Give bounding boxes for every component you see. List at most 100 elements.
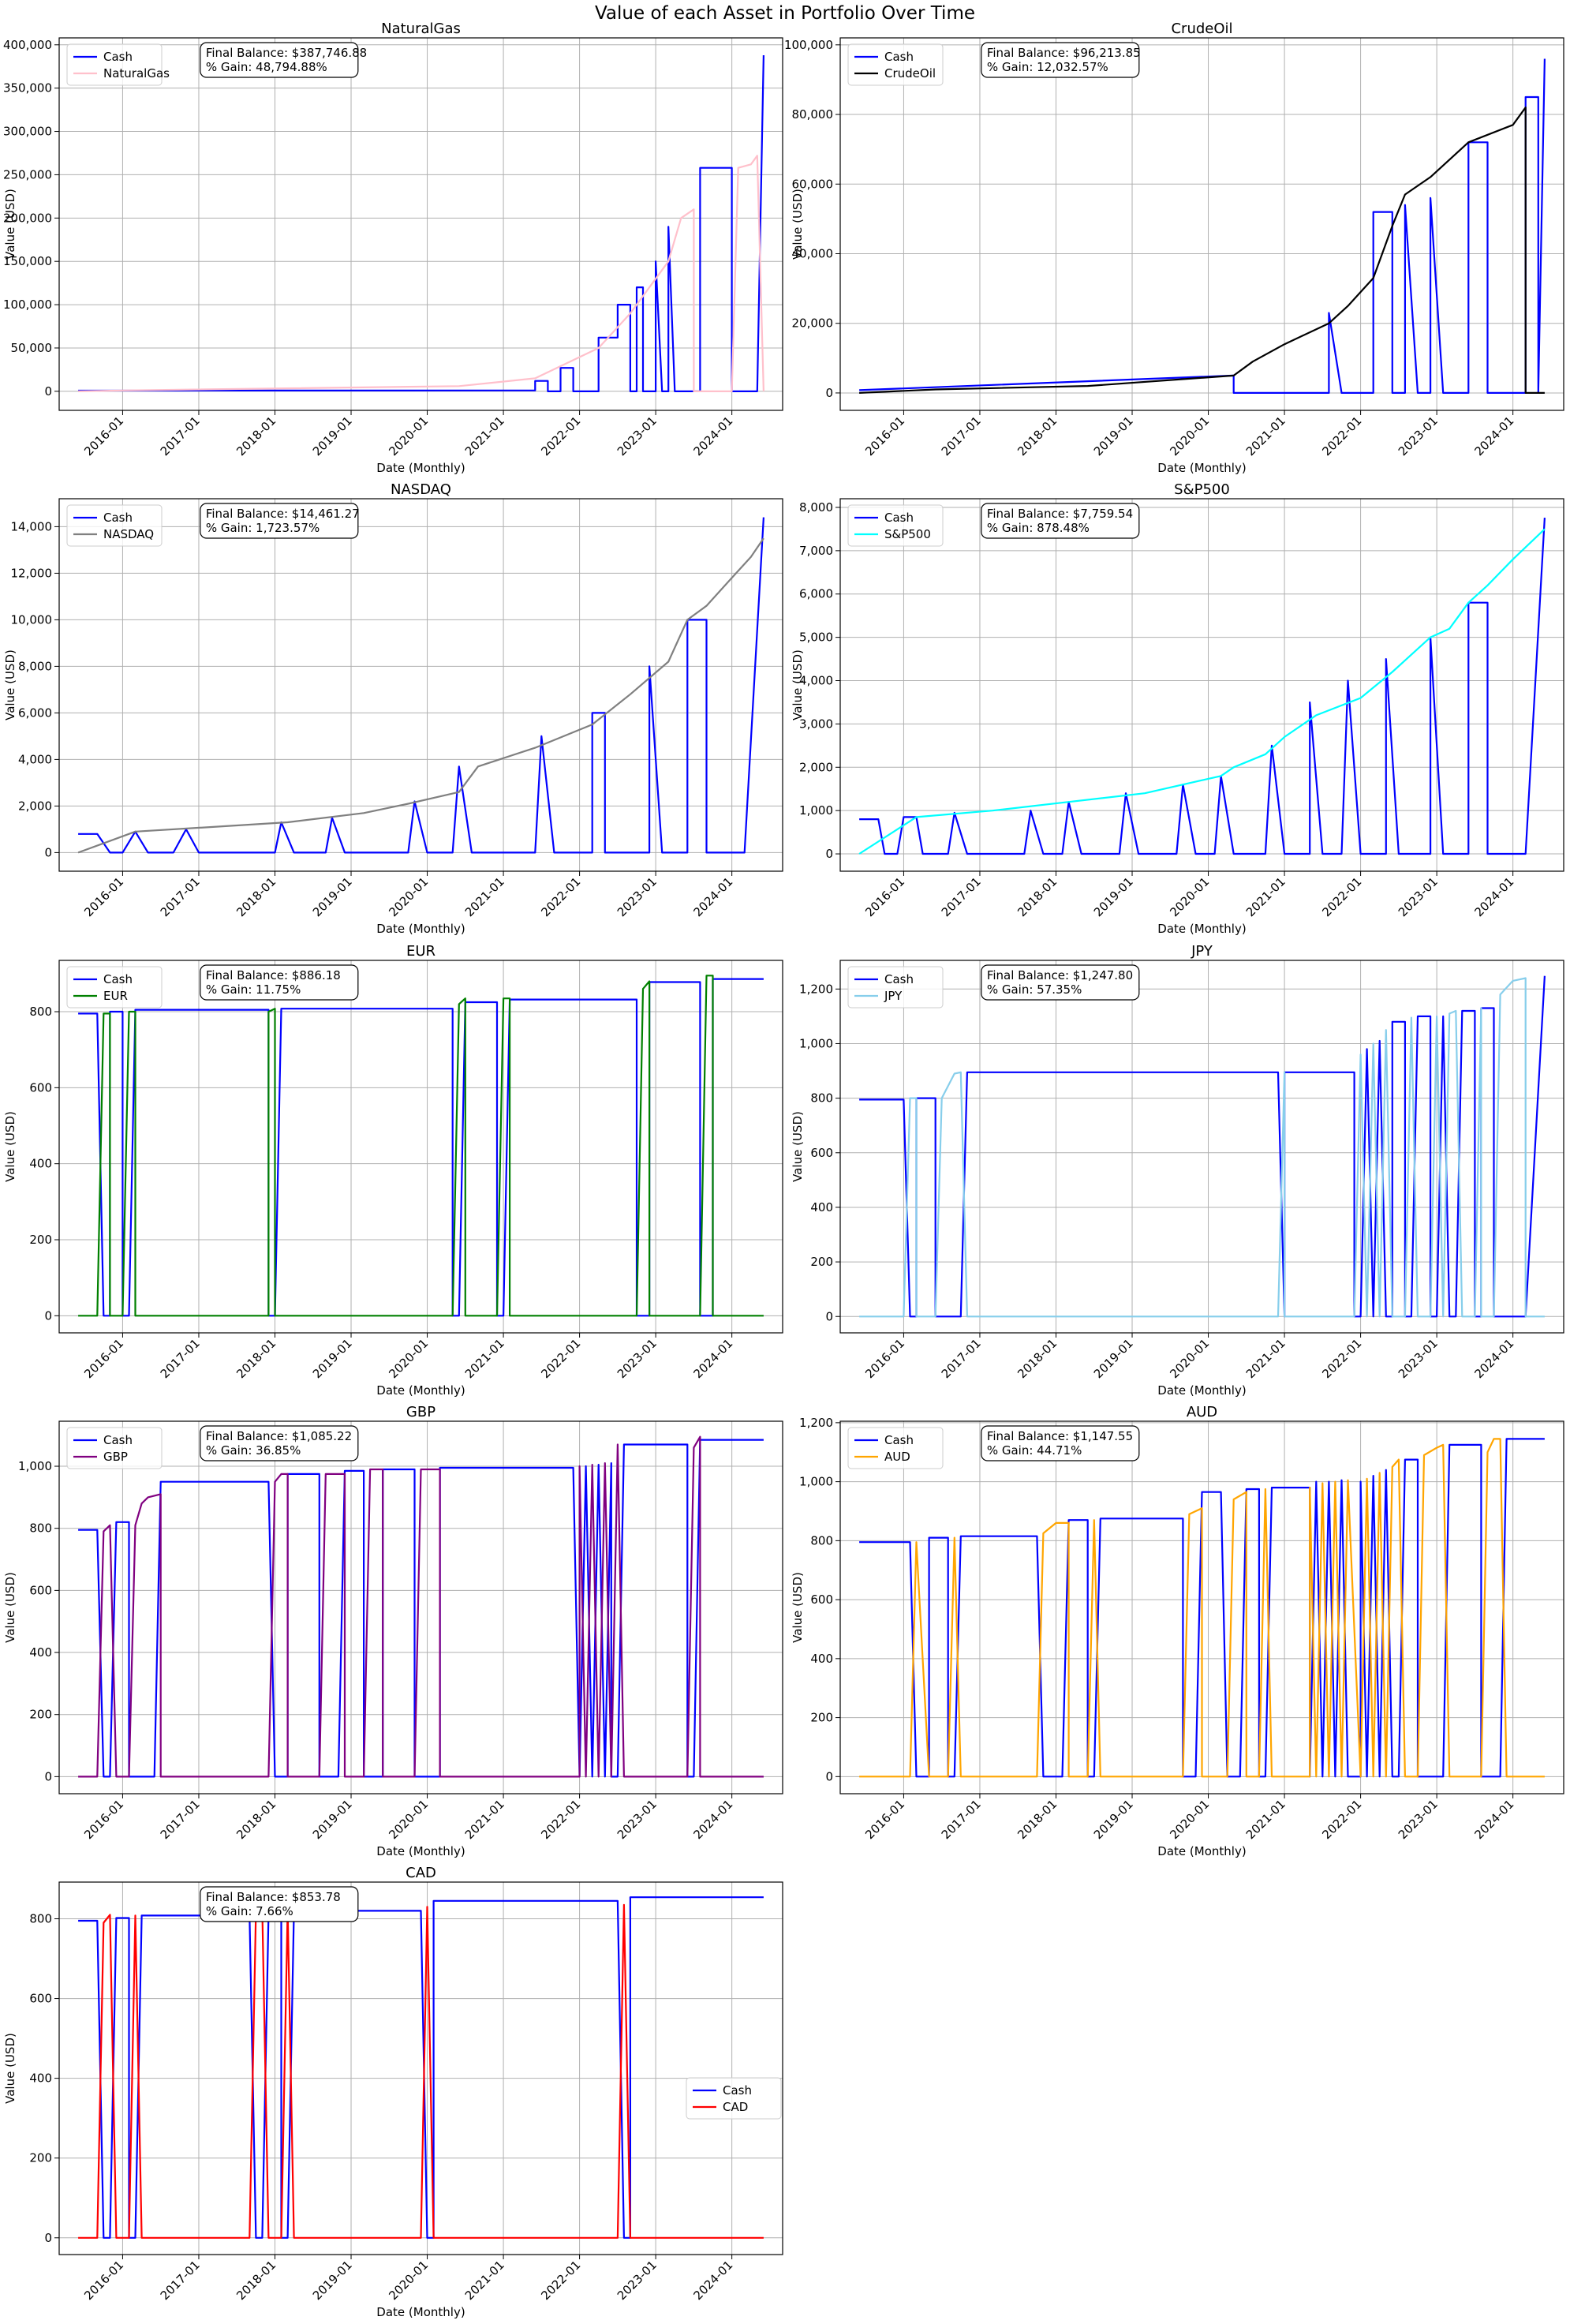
y-tick-label: 14,000 — [11, 519, 53, 533]
legend-label: Cash — [103, 511, 133, 525]
y-tick-label: 60,000 — [792, 177, 834, 191]
x-tick-label: 2024-01 — [690, 1336, 735, 1381]
series-line-cad — [78, 1903, 764, 2239]
legend-label: CAD — [723, 2100, 748, 2114]
legend-label: Cash — [103, 972, 133, 986]
legend: Cash NaturalGas — [66, 43, 170, 86]
annotation-box — [981, 42, 1140, 78]
y-tick-label: 0 — [44, 2231, 52, 2245]
x-axis-label: Date (Monthly) — [1157, 1383, 1246, 1398]
y-tick-label: 400 — [29, 1645, 52, 1660]
plot-frame — [839, 1420, 1564, 1794]
y-axis-label: Value (USD) — [3, 649, 17, 720]
x-tick-label: 2024-01 — [1471, 1797, 1516, 1842]
x-tick-label: 2021-01 — [462, 414, 507, 458]
legend-label: CrudeOil — [884, 66, 936, 80]
series-line-aud — [859, 1438, 1545, 1778]
y-axis-label: Value (USD) — [3, 1111, 17, 1182]
x-tick-label: 2019-01 — [1091, 1336, 1136, 1381]
x-tick-label: 2024-01 — [690, 2258, 735, 2303]
x-tick-label: 2017-01 — [939, 1797, 984, 1842]
x-axis-label: Date (Monthly) — [1157, 461, 1246, 475]
legend-label: AUD — [884, 1450, 910, 1464]
x-tick-label: 2018-01 — [234, 414, 278, 458]
x-tick-label: 2020-01 — [386, 414, 431, 458]
x-tick-label: 2024-01 — [1471, 1336, 1516, 1381]
x-tick-label: 2023-01 — [615, 1336, 660, 1381]
annotation-gain: % Gain: 44.71% — [987, 1443, 1082, 1458]
legend-label: Cash — [884, 972, 914, 986]
x-tick-label: 2024-01 — [690, 414, 735, 458]
x-tick-label: 2016-01 — [81, 1336, 126, 1381]
annotation-gain: % Gain: 57.35% — [987, 982, 1082, 997]
series-line-cash — [78, 54, 764, 392]
x-tick-label: 2017-01 — [939, 414, 984, 458]
x-tick-label: 2019-01 — [310, 414, 355, 458]
legend: Cash AUD — [847, 1427, 944, 1469]
x-tick-label: 2024-01 — [690, 874, 735, 919]
annotation-box — [200, 1425, 359, 1461]
y-tick-label: 250,000 — [3, 167, 52, 182]
legend: Cash S&P500 — [847, 504, 944, 547]
x-tick-label: 2021-01 — [462, 2258, 507, 2303]
legend-label: Cash — [723, 2083, 752, 2098]
chart-panel-nasdaq: 0 2,000 4,000 6,000 8,000 10,000 12,000 14,000 2… — [3, 481, 783, 936]
y-tick-label: 600 — [810, 1592, 833, 1607]
legend-label: EUR — [103, 989, 128, 1003]
y-tick-label: 4,000 — [799, 674, 833, 688]
x-tick-label: 2018-01 — [1015, 1336, 1060, 1381]
annotation-box — [200, 42, 359, 78]
legend-box — [847, 966, 944, 1009]
series-line-cash — [78, 978, 764, 1317]
x-tick-label: 2017-01 — [158, 2258, 203, 2303]
legend-box — [847, 43, 944, 86]
legend-label: S&P500 — [884, 527, 931, 541]
annotation-box — [200, 1886, 359, 1922]
x-tick-label: 2017-01 — [939, 1336, 984, 1381]
y-tick-label: 200 — [810, 1711, 833, 1725]
y-tick-label: 150,000 — [3, 254, 52, 268]
x-tick-label: 2021-01 — [462, 874, 507, 919]
y-tick-label: 80,000 — [792, 107, 834, 122]
y-tick-label: 1,200 — [799, 982, 833, 996]
x-tick-label: 2019-01 — [310, 1336, 355, 1381]
legend-box — [66, 1427, 163, 1469]
legend-label: Cash — [103, 50, 133, 64]
x-tick-label: 2018-01 — [1015, 874, 1060, 919]
y-axis-label: Value (USD) — [3, 1572, 17, 1643]
y-tick-label: 400,000 — [3, 38, 52, 52]
x-tick-label: 2024-01 — [690, 1797, 735, 1842]
y-tick-label: 0 — [825, 847, 833, 861]
y-axis-label: Value (USD) — [3, 2033, 17, 2104]
y-tick-label: 8,000 — [799, 500, 833, 515]
chart-panel-sp500: 0 1,000 2,000 3,000 4,000 5,000 6,000 7,000 8,00… — [791, 481, 1564, 936]
x-tick-label: 2016-01 — [81, 874, 126, 919]
chart-panel-cad: 0 200 400 600 800 2016-01 2017-01 2018-01 2019-0… — [3, 1865, 783, 2319]
series-line-cash — [859, 1438, 1545, 1778]
x-tick-label: 2018-01 — [1015, 1797, 1060, 1842]
legend: Cash CAD — [686, 2077, 782, 2120]
x-tick-label: 2017-01 — [158, 414, 203, 458]
chart-title: EUR — [406, 943, 435, 960]
y-tick-label: 600 — [29, 1992, 52, 2006]
legend-box — [66, 43, 163, 86]
x-axis-label: Date (Monthly) — [376, 1844, 465, 1858]
legend: Cash CrudeOil — [847, 43, 944, 86]
y-tick-label: 1,200 — [799, 1416, 833, 1430]
y-tick-label: 1,000 — [799, 1475, 833, 1489]
x-tick-label: 2019-01 — [310, 1797, 355, 1842]
y-tick-label: 3,000 — [799, 717, 833, 731]
plot-frame — [839, 960, 1564, 1334]
y-tick-label: 350,000 — [3, 81, 52, 95]
x-tick-label: 2020-01 — [386, 874, 431, 919]
x-tick-label: 2023-01 — [1396, 414, 1441, 458]
y-tick-label: 5,000 — [799, 631, 833, 645]
x-tick-label: 2017-01 — [939, 874, 984, 919]
y-tick-label: 100,000 — [784, 38, 833, 52]
y-tick-label: 600 — [29, 1080, 52, 1095]
x-tick-label: 2021-01 — [1243, 1797, 1288, 1842]
y-tick-label: 800 — [29, 1521, 52, 1536]
y-tick-label: 600 — [810, 1146, 833, 1160]
y-tick-label: 1,000 — [799, 1036, 833, 1050]
